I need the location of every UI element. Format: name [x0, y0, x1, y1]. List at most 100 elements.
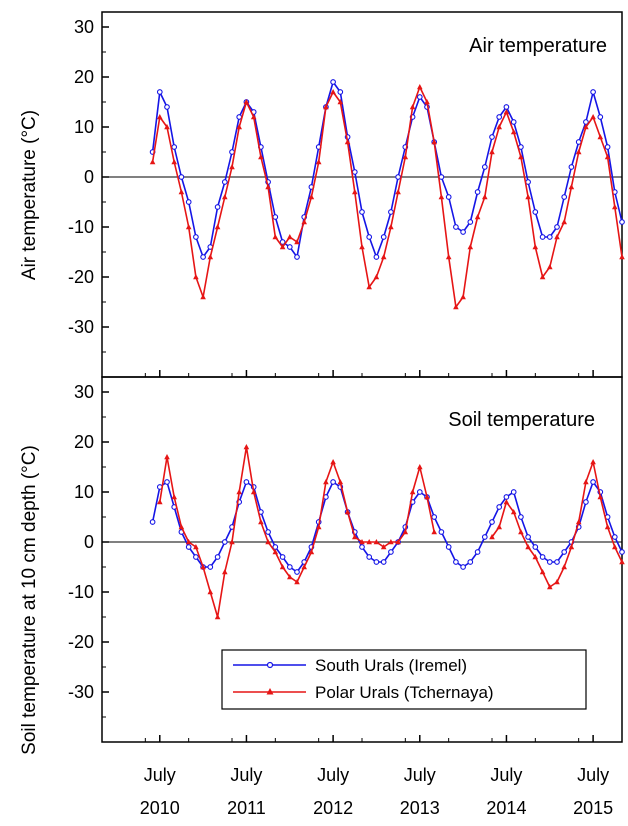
air-point-polar-2014-06 — [496, 124, 502, 130]
air-point-south-2013-02 — [380, 234, 387, 240]
soil-point-south-2014-06 — [496, 504, 503, 510]
x-tick-label-month-2013: July — [404, 765, 436, 785]
soil-point-south-2013-01 — [373, 559, 380, 565]
soil-series-line-south — [151, 481, 623, 573]
soil-point-south-2014-12 — [539, 554, 546, 560]
soil-point-polar-2014-06 — [496, 524, 502, 530]
soil-point-polar-2013-04 — [395, 539, 401, 545]
soil-point-polar-2013-07 — [417, 464, 423, 470]
soil-point-south-2014-07 — [503, 494, 510, 500]
air-point-south-2015-01 — [546, 234, 553, 240]
air-point-polar-2012-01 — [287, 234, 293, 240]
legend-marker-polar — [266, 688, 274, 695]
air-point-south-2013-04 — [395, 174, 401, 180]
air-point-south-2015-07 — [590, 89, 596, 95]
soil-point-polar-2011-05 — [229, 539, 235, 545]
soil-point-polar-2014-07 — [503, 499, 510, 505]
air-series-line-polar — [151, 86, 623, 308]
x-tick-label-month-2011: July — [230, 765, 262, 785]
soil-point-polar-2012-04 — [308, 549, 315, 555]
air-point-polar-2015-11 — [619, 254, 625, 260]
air-point-south-2014-06 — [496, 114, 503, 120]
air-point-polar-2013-05 — [402, 154, 409, 160]
air-y-tick-label--20: -20 — [68, 267, 94, 287]
soil-point-south-2014-04 — [481, 534, 488, 540]
air-point-south-2013-01 — [373, 254, 380, 260]
soil-point-south-2014-08 — [510, 489, 517, 495]
air-point-polar-2015-07 — [590, 114, 596, 120]
air-point-polar-2012-06 — [323, 104, 329, 110]
air-point-polar-2011-08 — [250, 114, 257, 120]
air-point-polar-2013-10 — [438, 194, 445, 200]
air-point-south-2010-09 — [171, 144, 178, 150]
air-point-polar-2013-12 — [453, 304, 459, 310]
air-point-south-2013-12 — [453, 224, 459, 230]
soil-point-south-2014-01 — [460, 564, 466, 570]
soil-point-polar-2013-05 — [402, 529, 409, 535]
soil-y-axis-title: Soil temperature at 10 cm depth (°C) — [19, 445, 40, 755]
air-point-south-2014-01 — [460, 229, 466, 235]
air-point-south-2010-10 — [178, 174, 185, 180]
air-point-polar-2012-07 — [330, 89, 336, 95]
air-point-south-2014-12 — [539, 234, 546, 240]
air-point-polar-2015-05 — [575, 149, 582, 155]
air-point-south-2013-11 — [445, 194, 452, 200]
soil-point-polar-2014-11 — [532, 554, 539, 560]
air-point-south-2011-03 — [214, 204, 221, 210]
air-point-polar-2015-09 — [604, 154, 611, 160]
soil-point-polar-2015-04 — [568, 544, 575, 550]
air-point-south-2015-02 — [554, 224, 560, 230]
soil-point-polar-2010-08 — [164, 454, 170, 460]
x-tick-label-month-2015: July — [577, 765, 609, 785]
air-y-ticks: -30 -20 -10 0 10 20 30 — [68, 17, 109, 353]
soil-point-south-2014-09 — [518, 514, 524, 520]
soil-point-south-2010-11 — [185, 544, 192, 550]
air-point-south-2013-07 — [416, 94, 423, 100]
soil-point-south-2014-05 — [489, 519, 495, 525]
legend-entry-south: South Urals (Iremel) — [233, 656, 467, 675]
air-point-polar-2015-03 — [561, 219, 567, 225]
soil-point-polar-2013-09 — [431, 529, 437, 535]
air-point-south-2012-11 — [359, 209, 365, 215]
x-tick-label-year-2010: 2010 — [140, 798, 180, 818]
air-point-polar-2013-04 — [395, 189, 401, 195]
soil-point-south-2014-11 — [532, 544, 539, 550]
air-point-polar-2013-07 — [417, 84, 423, 90]
soil-point-south-2013-03 — [388, 549, 394, 555]
soil-y-ticks: -30 -20 -10 0 10 20 30 — [68, 382, 109, 718]
air-point-south-2014-04 — [481, 164, 488, 170]
soil-point-south-2010-06 — [149, 519, 156, 525]
soil-point-polar-2015-03 — [561, 564, 567, 570]
air-point-south-2013-03 — [388, 209, 394, 215]
air-point-polar-2012-12 — [366, 284, 372, 290]
soil-point-polar-2015-11 — [619, 559, 625, 565]
soil-point-polar-2013-08 — [424, 494, 430, 500]
soil-point-polar-2012-06 — [323, 479, 329, 485]
x-axis: July 2010 July 2011 July 2012 July 2013 July 2014… — [101, 370, 623, 818]
air-point-polar-2011-03 — [214, 224, 221, 230]
air-y-axis-title: Air temperature (°C) — [19, 110, 40, 280]
soil-y-tick-label-30: 30 — [74, 382, 94, 402]
air-point-polar-2011-04 — [222, 194, 228, 200]
soil-point-polar-2014-12 — [539, 569, 546, 575]
air-point-south-2010-08 — [164, 104, 170, 110]
soil-point-polar-2014-10 — [525, 544, 531, 550]
air-y-tick-label-0: 0 — [84, 167, 94, 187]
soil-y-tick-label--20: -20 — [68, 632, 94, 652]
air-point-polar-2014-11 — [532, 244, 539, 250]
x-tick-label-month-2012: July — [317, 765, 349, 785]
air-point-polar-2014-07 — [503, 109, 510, 115]
soil-point-polar-2011-06 — [236, 489, 242, 495]
air-point-polar-2012-08 — [337, 99, 344, 105]
air-point-south-2012-10 — [351, 169, 358, 175]
air-point-south-2011-11 — [272, 214, 279, 220]
air-point-polar-2011-11 — [272, 234, 279, 240]
air-point-polar-2011-12 — [279, 244, 286, 250]
air-point-south-2014-11 — [532, 209, 539, 215]
soil-point-polar-2015-08 — [597, 494, 604, 500]
air-point-polar-2013-09 — [431, 139, 437, 145]
soil-point-south-2012-01 — [286, 564, 293, 570]
soil-point-polar-2011-08 — [250, 489, 257, 495]
soil-point-south-2015-11 — [619, 549, 625, 555]
air-point-polar-2015-04 — [568, 184, 575, 190]
